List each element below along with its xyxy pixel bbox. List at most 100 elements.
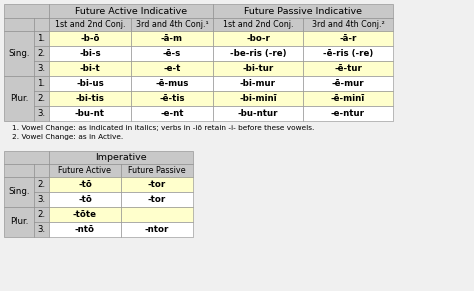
Bar <box>213 31 303 46</box>
Bar <box>121 164 193 177</box>
Bar <box>49 31 131 46</box>
Bar <box>49 151 193 164</box>
Bar <box>131 76 213 91</box>
Bar <box>131 106 213 121</box>
Bar <box>34 31 49 46</box>
Text: -bi-us: -bi-us <box>76 79 104 88</box>
Text: Imperative: Imperative <box>95 153 147 162</box>
Text: -bi-tur: -bi-tur <box>242 64 273 73</box>
Text: 1. Vowel Change: as indicated in italics; verbs in -iō retain -i- before these v: 1. Vowel Change: as indicated in italics… <box>12 125 314 131</box>
Text: -bi-s: -bi-s <box>79 49 101 58</box>
Text: -ē-tis: -ē-tis <box>159 94 185 103</box>
Text: -bi-minī: -bi-minī <box>239 94 277 103</box>
Bar <box>49 91 131 106</box>
Text: 1.: 1. <box>37 34 46 43</box>
Bar <box>4 4 49 18</box>
Text: -ā-m: -ā-m <box>161 34 183 43</box>
Text: 2.: 2. <box>37 210 46 219</box>
Text: -b-ō: -b-ō <box>80 34 100 43</box>
Bar <box>34 18 49 31</box>
Text: Future Passive Indicative: Future Passive Indicative <box>244 6 362 15</box>
Text: -bi-tis: -bi-tis <box>75 94 104 103</box>
Bar <box>34 106 49 121</box>
Bar <box>4 151 49 164</box>
Bar <box>213 18 303 31</box>
Text: -ē-minī: -ē-minī <box>331 94 365 103</box>
Text: -e-t: -e-t <box>164 64 181 73</box>
Bar <box>131 46 213 61</box>
Bar <box>213 46 303 61</box>
Text: -tōte: -tōte <box>73 210 97 219</box>
Bar <box>49 164 121 177</box>
Bar <box>213 76 303 91</box>
Text: Sing.: Sing. <box>8 49 30 58</box>
Bar <box>213 4 393 18</box>
Bar <box>121 222 193 237</box>
Text: 2.: 2. <box>37 180 46 189</box>
Text: 2.: 2. <box>37 94 46 103</box>
Bar <box>213 106 303 121</box>
Bar <box>49 4 213 18</box>
Text: 1st and 2nd Conj.: 1st and 2nd Conj. <box>55 20 125 29</box>
Bar <box>49 177 121 192</box>
Bar <box>34 46 49 61</box>
Bar <box>4 207 34 237</box>
Bar <box>49 46 131 61</box>
Bar <box>34 222 49 237</box>
Text: 2. Vowel Change: as in Active.: 2. Vowel Change: as in Active. <box>12 134 123 140</box>
Bar <box>303 61 393 76</box>
Text: -be-ris (-re): -be-ris (-re) <box>230 49 286 58</box>
Bar <box>4 18 34 31</box>
Bar <box>303 91 393 106</box>
Text: 3rd and 4th Conj.²: 3rd and 4th Conj.² <box>311 20 384 29</box>
Bar <box>121 207 193 222</box>
Bar <box>213 91 303 106</box>
Bar <box>49 192 121 207</box>
Bar <box>121 177 193 192</box>
Bar <box>4 31 34 76</box>
Text: 3.: 3. <box>37 225 46 234</box>
Text: Sing.: Sing. <box>8 187 30 196</box>
Bar <box>131 18 213 31</box>
Bar <box>34 76 49 91</box>
Bar <box>34 164 49 177</box>
Text: Plur.: Plur. <box>10 94 28 103</box>
Bar <box>34 61 49 76</box>
Text: -e-ntur: -e-ntur <box>331 109 365 118</box>
Bar <box>49 18 131 31</box>
Bar <box>4 76 34 121</box>
Bar <box>34 207 49 222</box>
Bar <box>121 192 193 207</box>
Bar <box>213 61 303 76</box>
Text: Future Active Indicative: Future Active Indicative <box>75 6 187 15</box>
Text: -bi-t: -bi-t <box>80 64 100 73</box>
Text: -tō: -tō <box>78 180 92 189</box>
Text: 1st and 2nd Conj.: 1st and 2nd Conj. <box>223 20 293 29</box>
Text: Future Active: Future Active <box>58 166 111 175</box>
Bar <box>303 106 393 121</box>
Bar <box>4 177 34 207</box>
Bar <box>303 46 393 61</box>
Text: -bi-mur: -bi-mur <box>240 79 276 88</box>
Text: -tor: -tor <box>148 195 166 204</box>
Text: Future Passive: Future Passive <box>128 166 186 175</box>
Text: 2.: 2. <box>37 49 46 58</box>
Bar <box>49 106 131 121</box>
Text: -bo-r: -bo-r <box>246 34 270 43</box>
Bar <box>131 61 213 76</box>
Bar <box>4 164 34 177</box>
Bar <box>49 76 131 91</box>
Bar <box>303 31 393 46</box>
Bar <box>131 91 213 106</box>
Text: -ē-mur: -ē-mur <box>332 79 365 88</box>
Text: -ē-ris (-re): -ē-ris (-re) <box>323 49 373 58</box>
Bar <box>303 76 393 91</box>
Text: -tor: -tor <box>148 180 166 189</box>
Text: 3.: 3. <box>37 195 46 204</box>
Text: -e-nt: -e-nt <box>160 109 184 118</box>
Text: -ā-r: -ā-r <box>339 34 357 43</box>
Text: 1.: 1. <box>37 79 46 88</box>
Text: 3.: 3. <box>37 109 46 118</box>
Text: -ntō: -ntō <box>75 225 95 234</box>
Text: -tō: -tō <box>78 195 92 204</box>
